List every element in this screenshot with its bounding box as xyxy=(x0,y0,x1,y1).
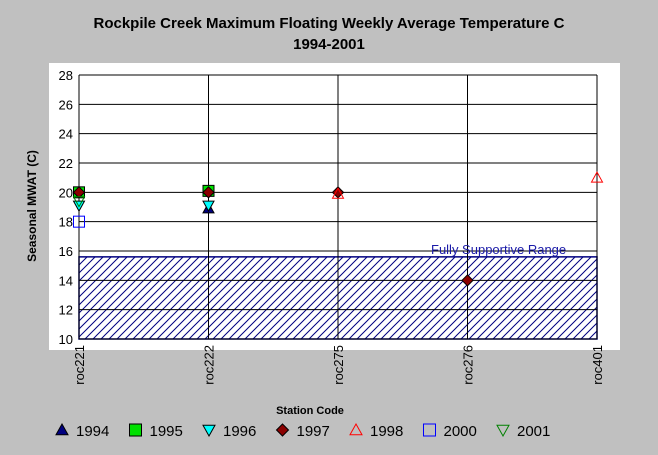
legend-marker-1998 xyxy=(349,422,363,436)
y-tick-label: 22 xyxy=(59,156,73,171)
data-point-2000 xyxy=(73,215,85,228)
y-tick-label: 16 xyxy=(59,244,73,259)
y-tick-label: 12 xyxy=(59,303,73,318)
legend-label: 2001 xyxy=(517,423,550,440)
chart-subtitle: 1994-2001 xyxy=(293,36,365,53)
y-tick-label: 24 xyxy=(59,127,73,142)
legend-marker-1997 xyxy=(275,423,290,437)
legend-marker-1994 xyxy=(55,422,69,436)
x-tick-label: roc221 xyxy=(72,345,87,385)
x-tick-label: roc222 xyxy=(202,345,217,385)
legend-marker-1995 xyxy=(129,423,142,437)
legend-label: 1998 xyxy=(370,423,403,440)
data-point-1998 xyxy=(590,171,604,183)
data-point-1997 xyxy=(72,186,86,199)
y-tick-label: 14 xyxy=(59,273,73,288)
legend-marker-1996 xyxy=(202,424,216,438)
data-point-1996 xyxy=(202,200,215,213)
y-tick-label: 10 xyxy=(59,332,73,347)
x-tick-label: roc276 xyxy=(461,345,476,385)
legend-label: 2000 xyxy=(444,423,477,440)
y-tick-label: 26 xyxy=(59,97,73,112)
chart-title: Rockpile Creek Maximum Floating Weekly A… xyxy=(94,15,565,32)
data-point-1997 xyxy=(461,274,474,287)
data-point-1998 xyxy=(331,187,345,199)
x-axis-title: Station Code xyxy=(276,405,344,417)
legend-label: 1995 xyxy=(150,423,183,440)
y-axis-title: Seasonal MWAT (C) xyxy=(25,150,39,262)
legend-label: 1996 xyxy=(223,423,256,440)
x-tick-label: roc275 xyxy=(331,345,346,385)
x-tick-label: roc401 xyxy=(590,345,605,385)
y-tick-label: 20 xyxy=(59,185,73,200)
y-tick-label: 18 xyxy=(59,215,73,230)
data-point-1997 xyxy=(202,186,215,199)
legend-label: 1994 xyxy=(76,423,109,440)
y-tick-label: 28 xyxy=(59,68,73,83)
legend-marker-2001 xyxy=(496,424,510,438)
legend-label: 1997 xyxy=(297,423,330,440)
range-band-label: Fully Supportive Range xyxy=(431,242,566,257)
data-point-2001 xyxy=(72,196,86,208)
legend-marker-2000 xyxy=(423,423,436,437)
